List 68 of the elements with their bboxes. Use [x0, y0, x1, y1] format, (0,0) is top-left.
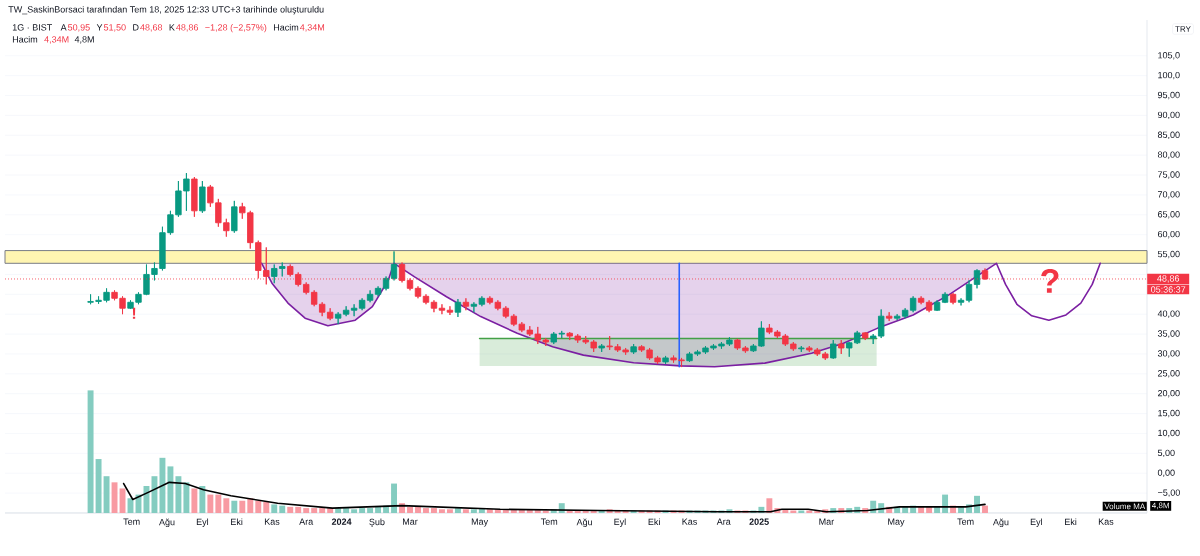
- y-tick-label: 105,0: [1158, 52, 1180, 60]
- annotation: 51,50: [103, 24, 126, 32]
- annotation: −1,28 (−2,57%): [205, 23, 267, 33]
- x-tick-label: Tem: [540, 518, 558, 525]
- y-tick-label: 90,00: [1157, 111, 1180, 120]
- y-tick-label: 85,00: [1157, 131, 1180, 139]
- legend-label: Volume MA: [1104, 503, 1146, 510]
- y-tick-label: 25,00: [1157, 370, 1180, 378]
- y-tick-label: 20,00: [1157, 389, 1180, 398]
- y-tick-label: 35,00: [1157, 330, 1180, 338]
- x-tick-label: Tem: [123, 518, 140, 525]
- x-tick-label: Ara: [299, 518, 314, 525]
- y-tick-label: 80,00: [1157, 151, 1180, 159]
- annotation: Y: [96, 24, 103, 31]
- x-tick-label: Eki: [648, 518, 660, 526]
- y-tick-label: 40,00: [1157, 310, 1180, 318]
- annotation: A: [60, 24, 67, 31]
- annotation: 4,34M: [299, 24, 325, 32]
- x-tick-label: Eyl: [614, 518, 626, 527]
- y-tick-label: 75,00: [1157, 171, 1180, 179]
- x-tick-label: Eyl: [1030, 518, 1042, 527]
- annotation: 48,68: [140, 24, 163, 32]
- y-tick-label: 0,00: [1157, 469, 1175, 477]
- x-tick-label: Kas: [264, 518, 280, 525]
- x-tick-label: Tem: [957, 518, 974, 525]
- y-tick-label: 95,00: [1157, 91, 1180, 100]
- text: 05:36:37: [1151, 286, 1186, 293]
- x-tick-label: May: [471, 518, 489, 527]
- x-tick-label: Ağu: [159, 518, 175, 528]
- x-tick-label: Eki: [231, 518, 243, 526]
- x-tick-label: Şub: [369, 518, 385, 527]
- x-tick-label: Kas: [1098, 518, 1114, 525]
- x-tick-label: May: [888, 518, 905, 527]
- y-tick-label: 10,00: [1158, 429, 1180, 438]
- y-tick-label: 65,00: [1157, 211, 1180, 219]
- x-tick-label: Mar: [819, 518, 835, 525]
- x-tick-label: Eki: [1065, 518, 1077, 526]
- annotation: 4,8M: [74, 36, 94, 44]
- y-tick-label: −5,00: [1157, 489, 1180, 497]
- chart-title: 1G · BIST: [12, 24, 52, 31]
- y-tick-label: 5,00: [1157, 449, 1175, 458]
- annotation: ?: [1041, 268, 1059, 293]
- text: 4,8M: [1151, 502, 1169, 510]
- x-tick-label: Ara: [716, 518, 731, 525]
- x-tick-label: 2024: [331, 518, 352, 525]
- y-tick-label: 100,0: [1158, 71, 1180, 80]
- y-tick-label: 70,00: [1157, 191, 1180, 199]
- text: TRY: [1175, 26, 1191, 32]
- x-tick-label: Kas: [682, 518, 697, 525]
- x-tick-label: 2025: [749, 518, 769, 525]
- y-tick-label: 30,00: [1157, 350, 1180, 358]
- x-tick-label: Ağu: [992, 518, 1009, 528]
- y-tick-label: 15,00: [1158, 409, 1180, 418]
- annotation: K: [169, 24, 175, 31]
- ref-line-label: 48,86: [1157, 275, 1180, 283]
- annotation: Hacim: [273, 23, 299, 31]
- annotation: 48,86: [176, 24, 199, 32]
- annotation: 4,34M: [44, 36, 69, 44]
- text: TW_SaskinBorsaci tarafından Tem 18, 2025 12:33 UTC+3 tarihinde oluşturuldu: [8, 5, 324, 15]
- annotation: 50,95: [67, 24, 90, 32]
- y-tick-label: 60,00: [1157, 230, 1180, 239]
- annotation: Hacim: [12, 35, 38, 43]
- y-tick-label: 55,00: [1157, 250, 1180, 259]
- x-tick-label: Ağu: [576, 518, 592, 528]
- annotation: D: [133, 24, 139, 31]
- annotation: !: [132, 307, 136, 319]
- x-tick-label: Eyl: [196, 518, 209, 527]
- x-tick-label: Mar: [403, 518, 418, 525]
